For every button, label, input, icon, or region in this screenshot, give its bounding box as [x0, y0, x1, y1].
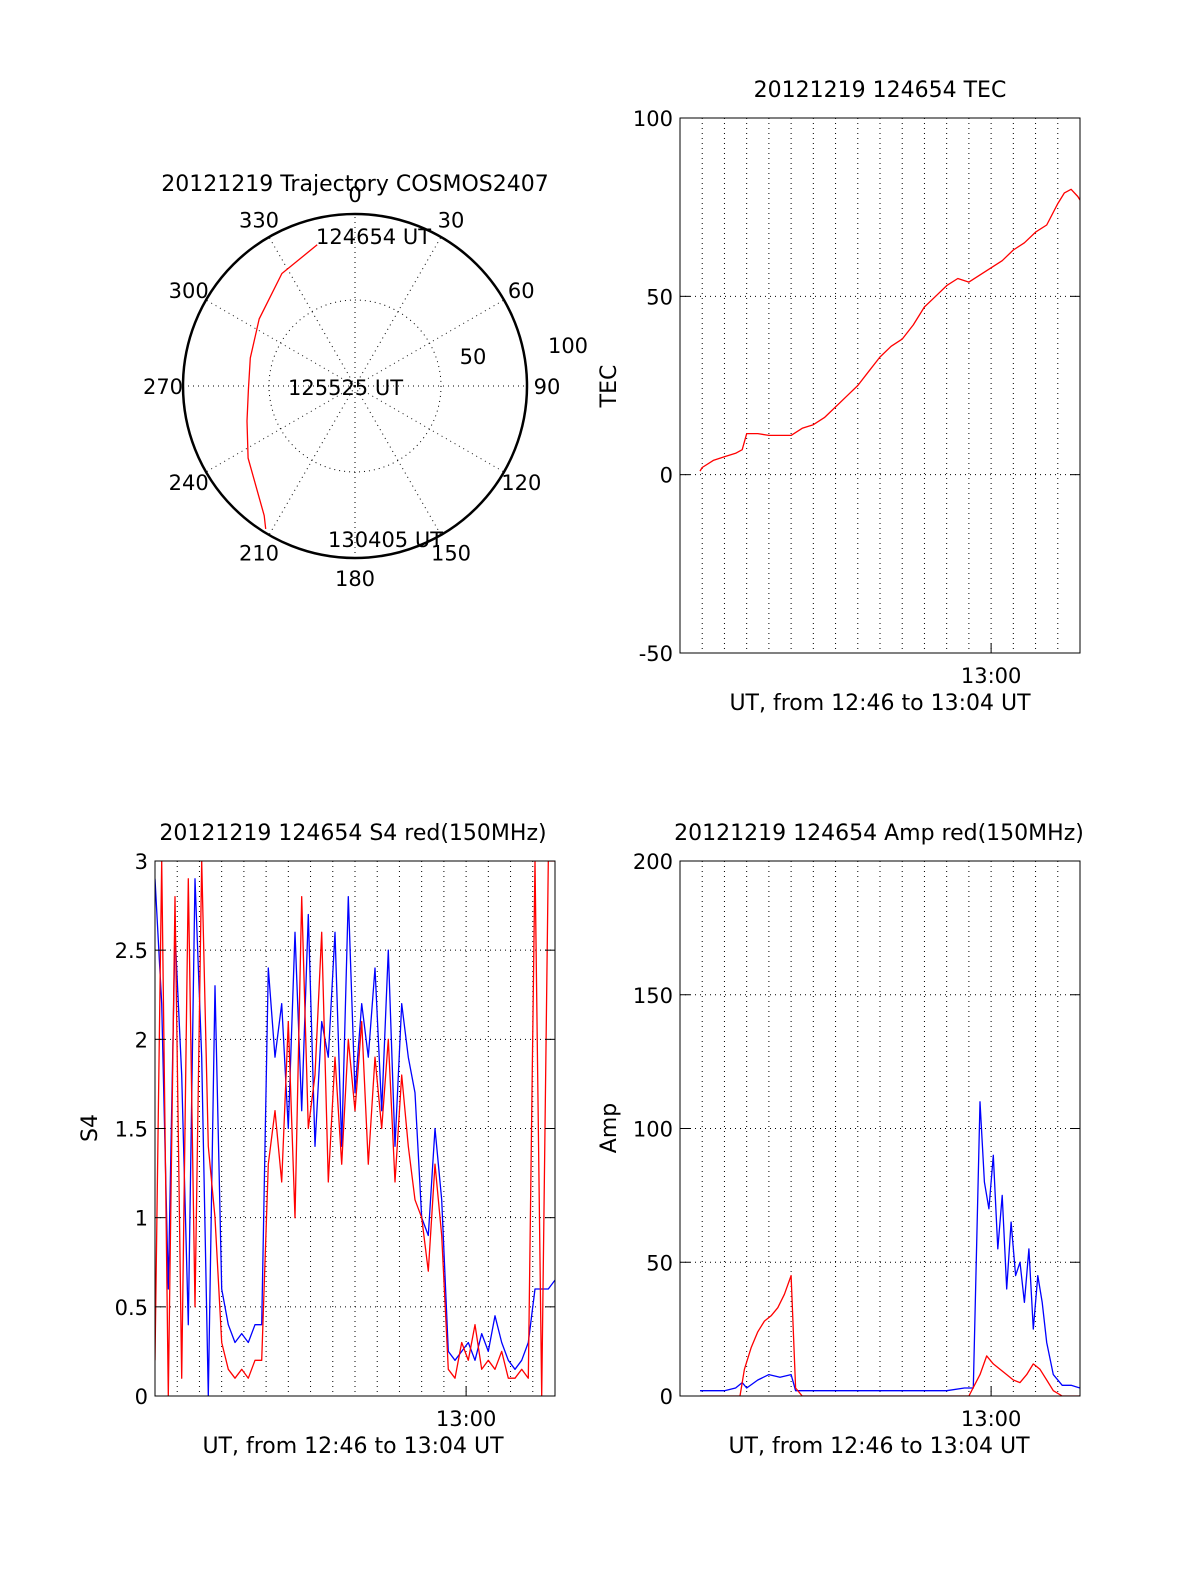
- s4-series: [155, 861, 555, 1396]
- s4-y-ticks: 0 0.5 1 1.5 2 2.5 3: [115, 850, 555, 1409]
- polar-grid-spoke-300: [205, 299, 356, 387]
- s4-red-line: [155, 861, 555, 1396]
- polar-azimuth-label-60: 60: [508, 279, 535, 303]
- tec-ytick-label: 0: [660, 464, 673, 488]
- polar-azimuth-label-150: 150: [431, 541, 471, 565]
- amp-red-line: [700, 1274, 1080, 1396]
- amp-x-axis-label: UT, from 12:46 to 13:04 UT: [728, 1434, 1030, 1459]
- tec-y-ticks: -50 0 50 100: [633, 107, 1080, 666]
- s4-grid: [155, 861, 555, 1396]
- polar-grid-spoke-60: [354, 299, 505, 387]
- tec-red-line: [699, 188, 1080, 472]
- polar-grid-ring-50: [268, 299, 442, 473]
- polar-grid-spoke-30: [354, 236, 442, 387]
- polar-azimuth-label-90: 90: [534, 375, 561, 399]
- polar-grid-spoke-330: [268, 236, 356, 387]
- s4-series-group: [155, 861, 555, 1396]
- tec-grid: [680, 118, 1080, 653]
- trajectory-line: [246, 244, 318, 529]
- tec-x-axis-label: UT, from 12:46 to 13:04 UT: [729, 691, 1031, 716]
- tec-ytick-label: -50: [639, 642, 673, 666]
- amp-xtick-label: 13:00: [961, 1407, 1022, 1431]
- amp-y-axis-label: Amp: [597, 1103, 622, 1153]
- s4-xtick-label: 13:00: [436, 1407, 497, 1431]
- polar-grid: [183, 214, 527, 558]
- polar-azimuth-label-240: 240: [169, 471, 209, 495]
- amp-blue-line: [700, 1101, 1080, 1392]
- tec-y-axis-label: TEC: [597, 365, 622, 409]
- polar-azimuth-label-30: 30: [438, 209, 465, 233]
- trajectory-annotation-start: 124654 UT: [316, 225, 431, 249]
- s4-chart: 20121219 124654 S4 red(150MHz) 0 0.5 1 1.5 2…: [78, 821, 556, 1459]
- amp-y-ticks: 0 50 100 150 200: [633, 850, 1080, 1409]
- trajectory-annotation-end: 130405 UT: [328, 528, 443, 552]
- s4-ytick-label: 3: [135, 850, 148, 874]
- polar-azimuth-label-0: 0: [348, 183, 361, 207]
- polar-azimuth-label-180: 180: [335, 567, 375, 591]
- amp-ytick-label: 50: [646, 1251, 673, 1275]
- s4-ytick-label: 2: [135, 1028, 148, 1052]
- polar-azimuth-label-270: 270: [143, 375, 183, 399]
- polar-grid-spoke-120: [354, 385, 505, 473]
- s4-y-axis-label: S4: [78, 1114, 103, 1142]
- trajectory-polar-chart: 20121219 Trajectory COSMOS2407 0 30 60 90 12…: [143, 172, 588, 591]
- polar-grid-spoke-150: [354, 385, 442, 536]
- s4-ytick-label: 1.5: [115, 1118, 148, 1142]
- s4-ytick-label: 1: [135, 1207, 148, 1231]
- amp-title: 20121219 124654 Amp red(150MHz): [674, 821, 1084, 846]
- amp-series: [700, 1101, 1080, 1396]
- s4-x-axis-label: UT, from 12:46 to 13:04 UT: [202, 1434, 504, 1459]
- amp-ytick-label: 100: [633, 1118, 673, 1142]
- polar-radial-label-50: 50: [460, 345, 487, 369]
- amp-series-group: [700, 1101, 1080, 1396]
- tec-xtick-label: 13:00: [961, 664, 1022, 688]
- polar-azimuth-label-210: 210: [239, 541, 279, 565]
- s4-ytick-label: 2.5: [115, 939, 148, 963]
- trajectory-annotation-mid: 125525 UT: [288, 376, 403, 400]
- polar-radial-label-100: 100: [548, 334, 588, 358]
- polar-azimuth-label-330: 330: [239, 209, 279, 233]
- amp-ytick-label: 0: [660, 1385, 673, 1409]
- polar-outer-ring: [181, 212, 529, 560]
- polar-azimuth-label-300: 300: [169, 279, 209, 303]
- tec-chart: 20121219 124654 TEC -50 0 50 100 13:00 UT, …: [597, 78, 1081, 716]
- polar-azimuth-label-120: 120: [501, 471, 541, 495]
- amp-ytick-label: 150: [633, 984, 673, 1008]
- amp-grid: [680, 861, 1080, 1396]
- polar-grid-spoke-210: [268, 385, 356, 536]
- tec-ytick-label: 100: [633, 107, 673, 131]
- tec-ytick-label: 50: [646, 285, 673, 309]
- polar-grid-spoke-240: [205, 385, 356, 473]
- amp-chart: 20121219 124654 Amp red(150MHz) 0 50 100 15…: [597, 821, 1084, 1459]
- trajectory-series: [246, 244, 318, 529]
- trajectory-title: 20121219 Trajectory COSMOS2407: [161, 172, 548, 197]
- tec-x-ticks: 13:00: [961, 643, 1022, 688]
- s4-ytick-label: 0: [135, 1385, 148, 1409]
- amp-ytick-label: 200: [633, 850, 673, 874]
- polar-azimuth-labels: 0 30 60 90 120 150 180 210 240 270 300 330: [143, 183, 560, 591]
- s4-title: 20121219 124654 S4 red(150MHz): [159, 821, 546, 846]
- tec-series-group: [699, 188, 1080, 472]
- s4-ytick-label: 0.5: [115, 1296, 148, 1320]
- s4-blue-line: [155, 878, 555, 1396]
- tec-series: [699, 188, 1080, 472]
- amp-x-ticks: 13:00: [961, 1386, 1022, 1431]
- s4-x-ticks: 13:00: [436, 1386, 497, 1431]
- tec-title: 20121219 124654 TEC: [754, 78, 1007, 103]
- tec-plot-frame: [679, 117, 1081, 654]
